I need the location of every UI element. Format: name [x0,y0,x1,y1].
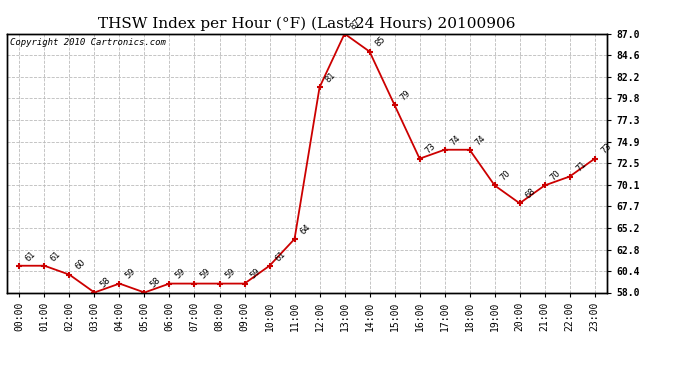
Text: 68: 68 [524,186,538,201]
Text: 79: 79 [399,88,413,102]
Text: 70: 70 [549,169,563,183]
Text: 59: 59 [124,267,137,281]
Text: 59: 59 [248,267,262,281]
Text: 61: 61 [48,249,63,263]
Text: 61: 61 [274,249,288,263]
Text: Copyright 2010 Cartronics.com: Copyright 2010 Cartronics.com [10,38,166,46]
Text: 59: 59 [199,267,213,281]
Text: 81: 81 [324,70,337,84]
Text: 60: 60 [74,258,88,272]
Text: 59: 59 [174,267,188,281]
Text: 64: 64 [299,222,313,236]
Text: 74: 74 [448,133,463,147]
Text: 58: 58 [99,276,112,290]
Text: 87: 87 [348,17,363,31]
Text: 85: 85 [374,35,388,49]
Text: 73: 73 [599,142,613,156]
Title: THSW Index per Hour (°F) (Last 24 Hours) 20100906: THSW Index per Hour (°F) (Last 24 Hours)… [98,17,516,31]
Text: 58: 58 [148,276,163,290]
Text: 61: 61 [23,249,37,263]
Text: 70: 70 [499,169,513,183]
Text: 59: 59 [224,267,237,281]
Text: 73: 73 [424,142,437,156]
Text: 74: 74 [474,133,488,147]
Text: 71: 71 [574,160,588,174]
